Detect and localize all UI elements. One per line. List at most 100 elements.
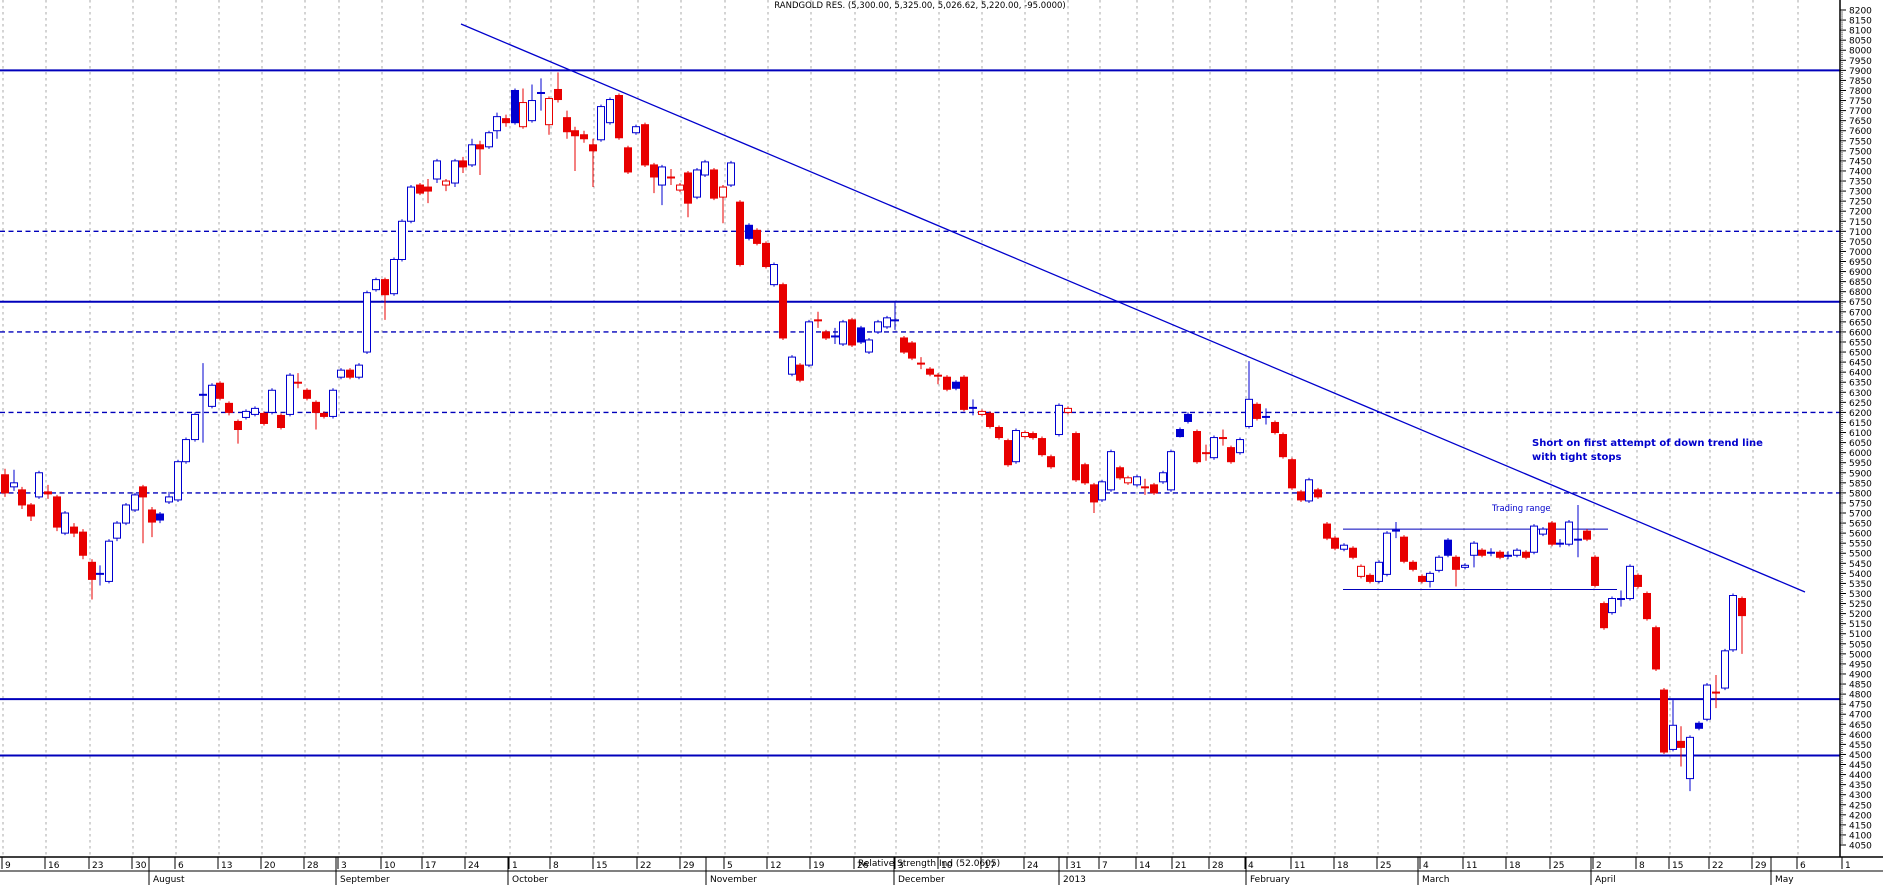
svg-text:5900: 5900 [1849, 469, 1872, 479]
svg-text:6: 6 [1800, 861, 1806, 871]
svg-text:September: September [340, 875, 390, 885]
svg-text:8050: 8050 [1849, 37, 1872, 47]
svg-text:1: 1 [512, 861, 518, 871]
svg-text:23: 23 [92, 861, 103, 871]
svg-text:14: 14 [1139, 861, 1151, 871]
svg-text:7800: 7800 [1849, 87, 1872, 97]
rsi-pane-title: Relative Strength Ind (52.0605) [858, 859, 1001, 869]
svg-text:April: April [1595, 875, 1616, 885]
date-axis-labels: 9 16 23 30 6 13 20 28 3 10 17 24 1 8 15 22 29 5 12 19 26 3 10 1… [5, 861, 1851, 885]
svg-text:7350: 7350 [1849, 178, 1872, 188]
svg-text:7650: 7650 [1849, 117, 1872, 127]
svg-text:2013: 2013 [1063, 875, 1086, 885]
svg-text:4950: 4950 [1849, 660, 1872, 670]
svg-text:4450: 4450 [1849, 761, 1872, 771]
svg-text:4250: 4250 [1849, 801, 1872, 811]
svg-text:20: 20 [264, 861, 276, 871]
svg-text:7550: 7550 [1849, 137, 1872, 147]
svg-text:6: 6 [178, 861, 184, 871]
svg-text:5050: 5050 [1849, 640, 1872, 650]
short-annotation-line1: Short on first attempt of down trend lin… [1532, 438, 1763, 449]
svg-text:22: 22 [640, 861, 651, 871]
svg-text:7450: 7450 [1849, 157, 1872, 167]
svg-text:1: 1 [1845, 861, 1851, 871]
svg-text:4: 4 [1248, 861, 1254, 871]
svg-text:16: 16 [48, 861, 60, 871]
svg-text:3: 3 [898, 861, 904, 871]
svg-text:9: 9 [5, 861, 11, 871]
svg-text:10: 10 [384, 861, 396, 871]
svg-text:8000: 8000 [1849, 47, 1872, 57]
svg-text:May: May [1775, 875, 1794, 885]
svg-text:4700: 4700 [1849, 711, 1872, 721]
svg-text:March: March [1422, 875, 1449, 885]
svg-text:4500: 4500 [1849, 751, 1872, 761]
chart-title: RANDGOLD RES. (5,300.00, 5,325.00, 5,026… [774, 1, 1066, 11]
short-annotation: Short on first attempt of down trend lin… [1532, 437, 1763, 465]
svg-text:5350: 5350 [1849, 580, 1872, 590]
svg-text:18: 18 [1509, 861, 1521, 871]
svg-text:15: 15 [596, 861, 607, 871]
svg-text:24: 24 [468, 861, 480, 871]
svg-text:21: 21 [1175, 861, 1186, 871]
svg-text:6250: 6250 [1849, 399, 1872, 409]
svg-text:6150: 6150 [1849, 419, 1872, 429]
svg-text:7900: 7900 [1849, 67, 1872, 77]
svg-text:February: February [1250, 875, 1291, 885]
svg-text:6300: 6300 [1849, 389, 1872, 399]
svg-text:8200: 8200 [1849, 7, 1872, 17]
trading-range-lines [1343, 528, 1617, 590]
svg-text:7700: 7700 [1849, 107, 1872, 117]
svg-text:6900: 6900 [1849, 268, 1872, 278]
svg-text:October: October [512, 875, 548, 885]
svg-text:15: 15 [1672, 861, 1683, 871]
svg-text:11: 11 [1294, 861, 1305, 871]
candles [1, 72, 1746, 792]
svg-text:5750: 5750 [1849, 499, 1872, 509]
svg-text:7600: 7600 [1849, 127, 1872, 137]
svg-text:7000: 7000 [1849, 248, 1872, 258]
svg-text:7200: 7200 [1849, 208, 1872, 218]
svg-text:7300: 7300 [1849, 188, 1872, 198]
svg-text:29: 29 [1755, 861, 1767, 871]
support-resistance-lines [0, 69, 1840, 757]
svg-text:6400: 6400 [1849, 369, 1872, 379]
svg-text:5200: 5200 [1849, 610, 1872, 620]
svg-text:4150: 4150 [1849, 821, 1872, 831]
svg-text:5000: 5000 [1849, 650, 1872, 660]
svg-text:13: 13 [221, 861, 232, 871]
svg-text:7750: 7750 [1849, 97, 1872, 107]
svg-text:5950: 5950 [1849, 459, 1872, 469]
svg-text:31: 31 [1070, 861, 1081, 871]
down-trend-line [460, 23, 1806, 593]
svg-text:5400: 5400 [1849, 570, 1872, 580]
svg-text:5250: 5250 [1849, 600, 1872, 610]
svg-text:August: August [153, 875, 185, 885]
svg-text:November: November [710, 875, 757, 885]
svg-text:22: 22 [1712, 861, 1723, 871]
svg-text:4400: 4400 [1849, 771, 1872, 781]
svg-text:8100: 8100 [1849, 27, 1872, 37]
svg-text:4650: 4650 [1849, 721, 1872, 731]
svg-text:29: 29 [683, 861, 695, 871]
svg-text:4750: 4750 [1849, 701, 1872, 711]
svg-text:7950: 7950 [1849, 57, 1872, 67]
svg-text:December: December [898, 875, 945, 885]
svg-text:7400: 7400 [1849, 167, 1872, 177]
svg-text:5600: 5600 [1849, 530, 1872, 540]
svg-text:7850: 7850 [1849, 77, 1872, 87]
svg-text:24: 24 [1027, 861, 1039, 871]
svg-text:17: 17 [425, 861, 436, 871]
svg-text:4900: 4900 [1849, 670, 1872, 680]
svg-text:4300: 4300 [1849, 791, 1872, 801]
svg-text:25: 25 [1553, 861, 1564, 871]
svg-text:18: 18 [1337, 861, 1349, 871]
svg-text:8: 8 [553, 861, 559, 871]
svg-text:6350: 6350 [1849, 379, 1872, 389]
svg-text:26: 26 [857, 861, 869, 871]
trading-range-label: Trading range [1492, 504, 1551, 514]
svg-text:7050: 7050 [1849, 238, 1872, 248]
svg-text:5500: 5500 [1849, 550, 1872, 560]
svg-text:6650: 6650 [1849, 318, 1872, 328]
